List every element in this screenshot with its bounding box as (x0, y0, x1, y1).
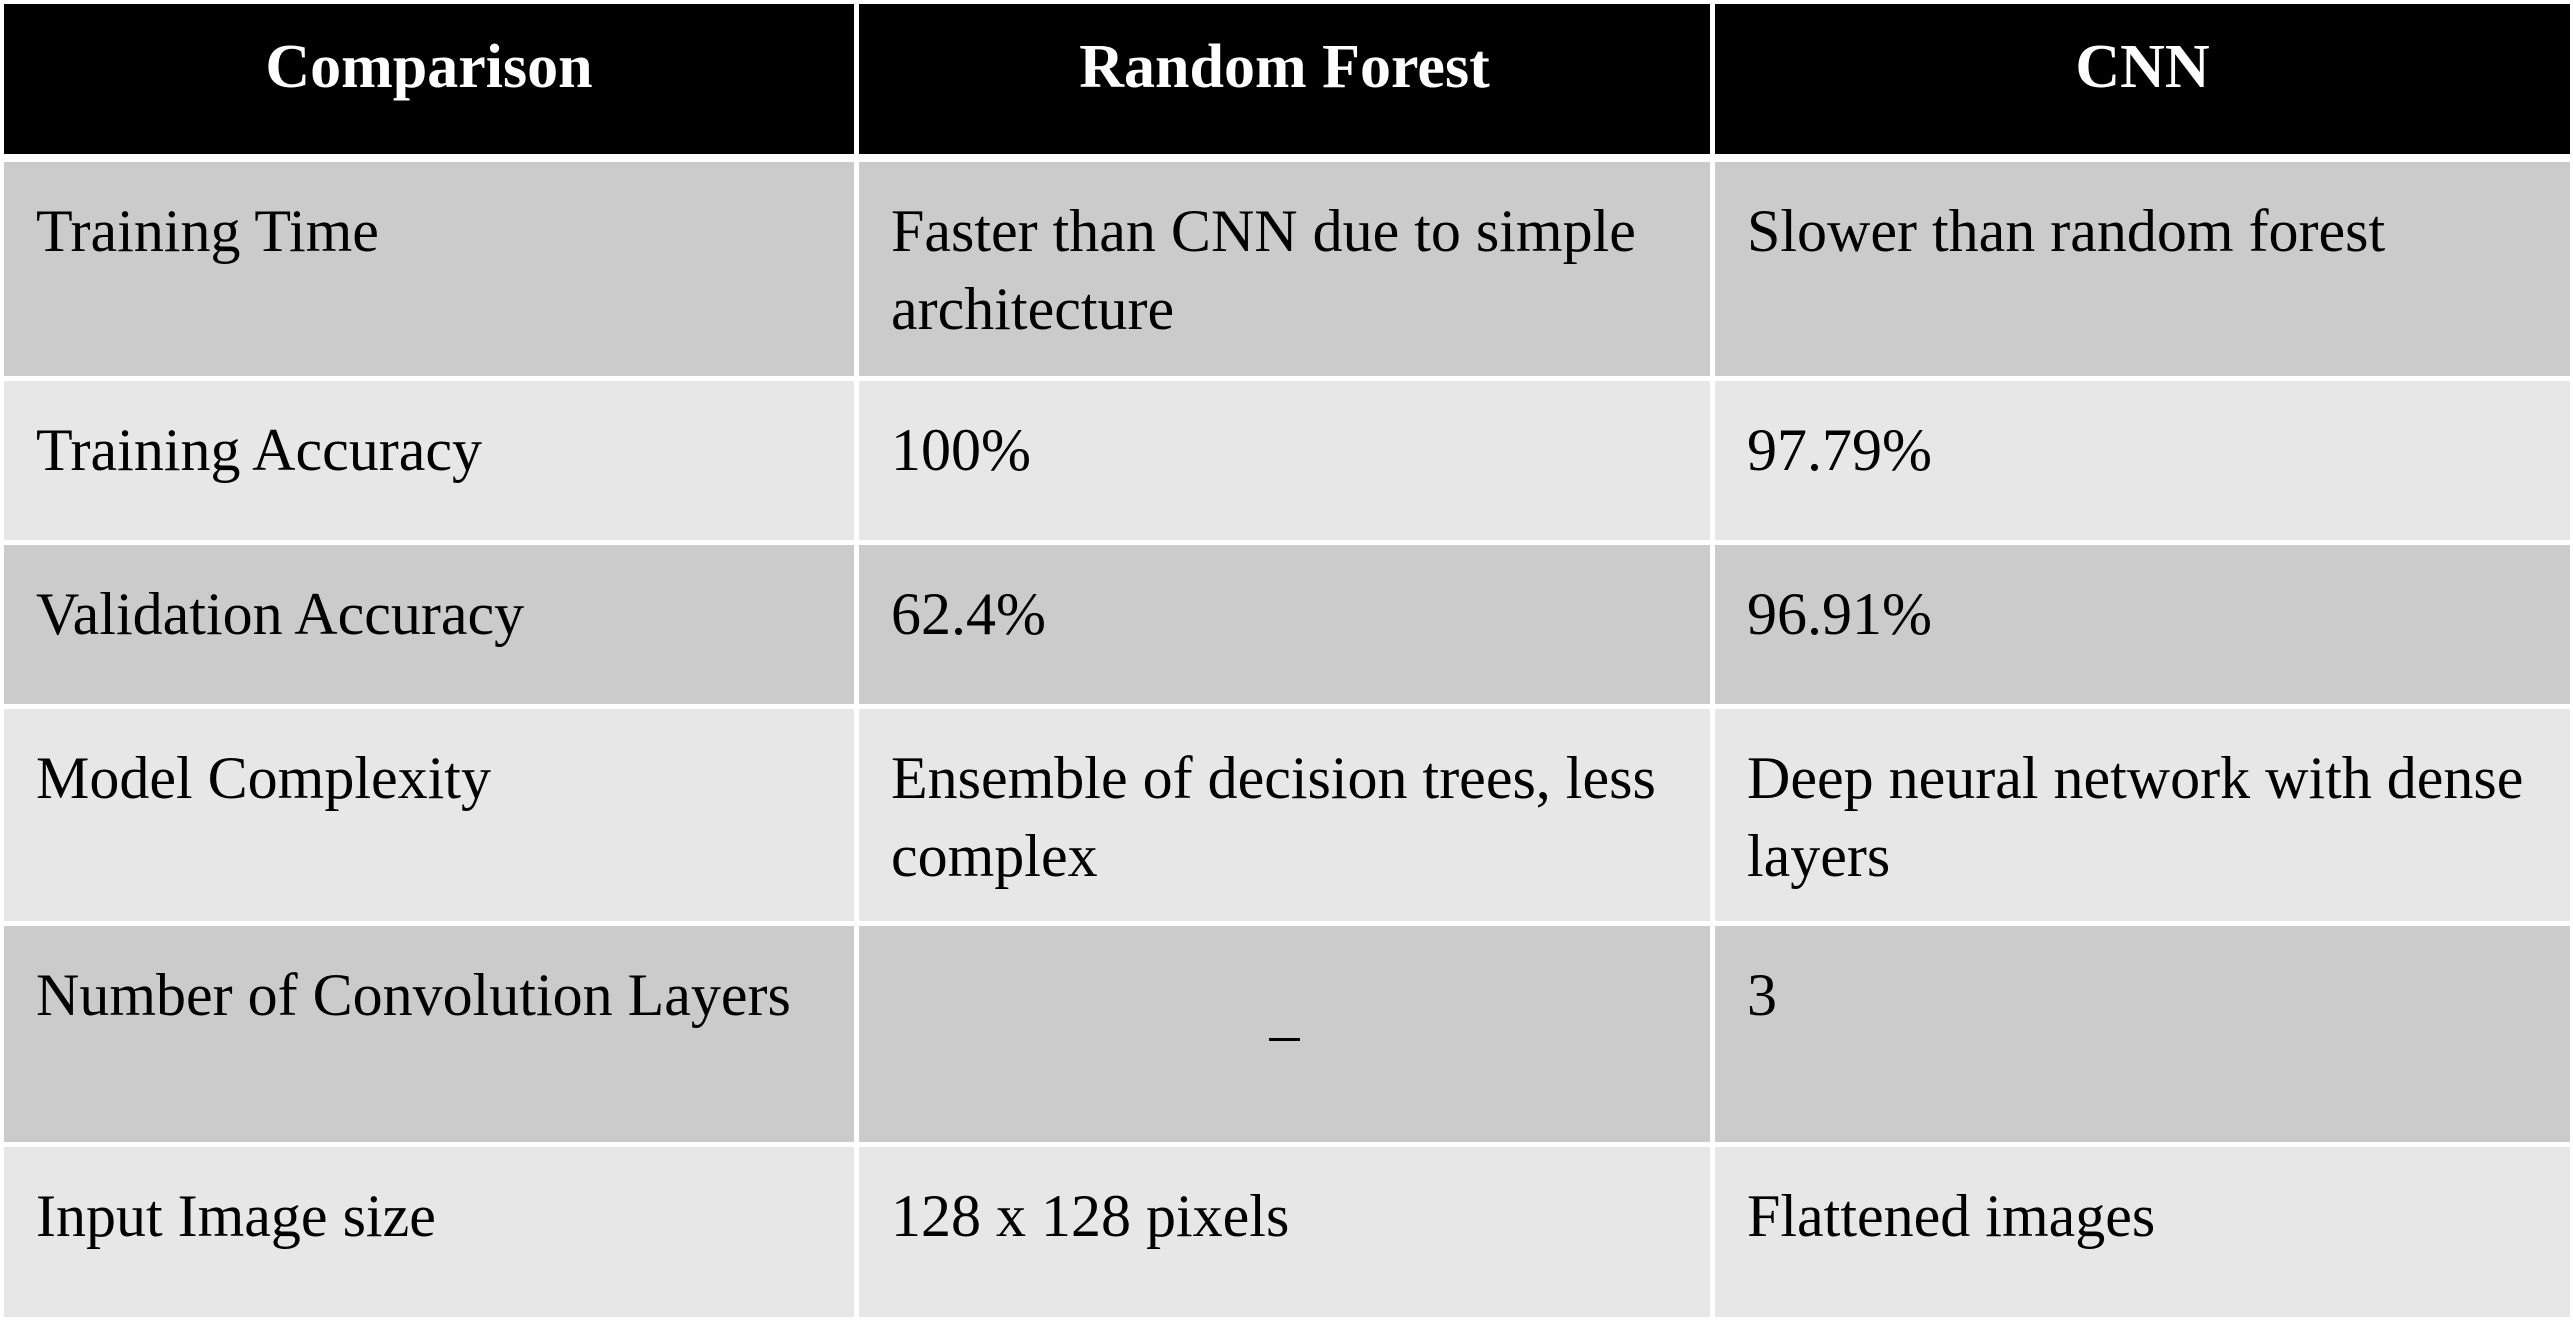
table-cell-cnn: 3 (1715, 926, 2570, 1147)
table-cell-label: Training Time (4, 162, 859, 381)
comparison-table: Comparison Random Forest CNN Training Ti… (4, 4, 2570, 1317)
table-cell-random-forest: 62.4% (859, 545, 1715, 709)
table-cell-cnn: 96.91% (1715, 545, 2570, 709)
table-cell-label: Input Image size (4, 1147, 859, 1317)
table-cell-label: Number of Convolution Layers (4, 926, 859, 1147)
table-cell-random-forest: _ (859, 926, 1715, 1147)
table-cell-random-forest: Faster than CNN due to simple architectu… (859, 162, 1715, 381)
table-cell-cnn: Deep neural network with dense layers (1715, 709, 2570, 926)
table-cell-label: Training Accuracy (4, 381, 859, 545)
table-cell-random-forest: 100% (859, 381, 1715, 545)
table-cell-label: Validation Accuracy (4, 545, 859, 709)
table-cell-cnn: Flattened images (1715, 1147, 2570, 1317)
table-cell-random-forest: 128 x 128 pixels (859, 1147, 1715, 1317)
header-cell-comparison: Comparison (4, 4, 859, 162)
table-cell-cnn: 97.79% (1715, 381, 2570, 545)
table-cell-cnn: Slower than random forest (1715, 162, 2570, 381)
header-cell-random-forest: Random Forest (859, 4, 1715, 162)
table-cell-label: Model Complexity (4, 709, 859, 926)
table-cell-random-forest: Ensemble of decision trees, less complex (859, 709, 1715, 926)
header-cell-cnn: CNN (1715, 4, 2570, 162)
